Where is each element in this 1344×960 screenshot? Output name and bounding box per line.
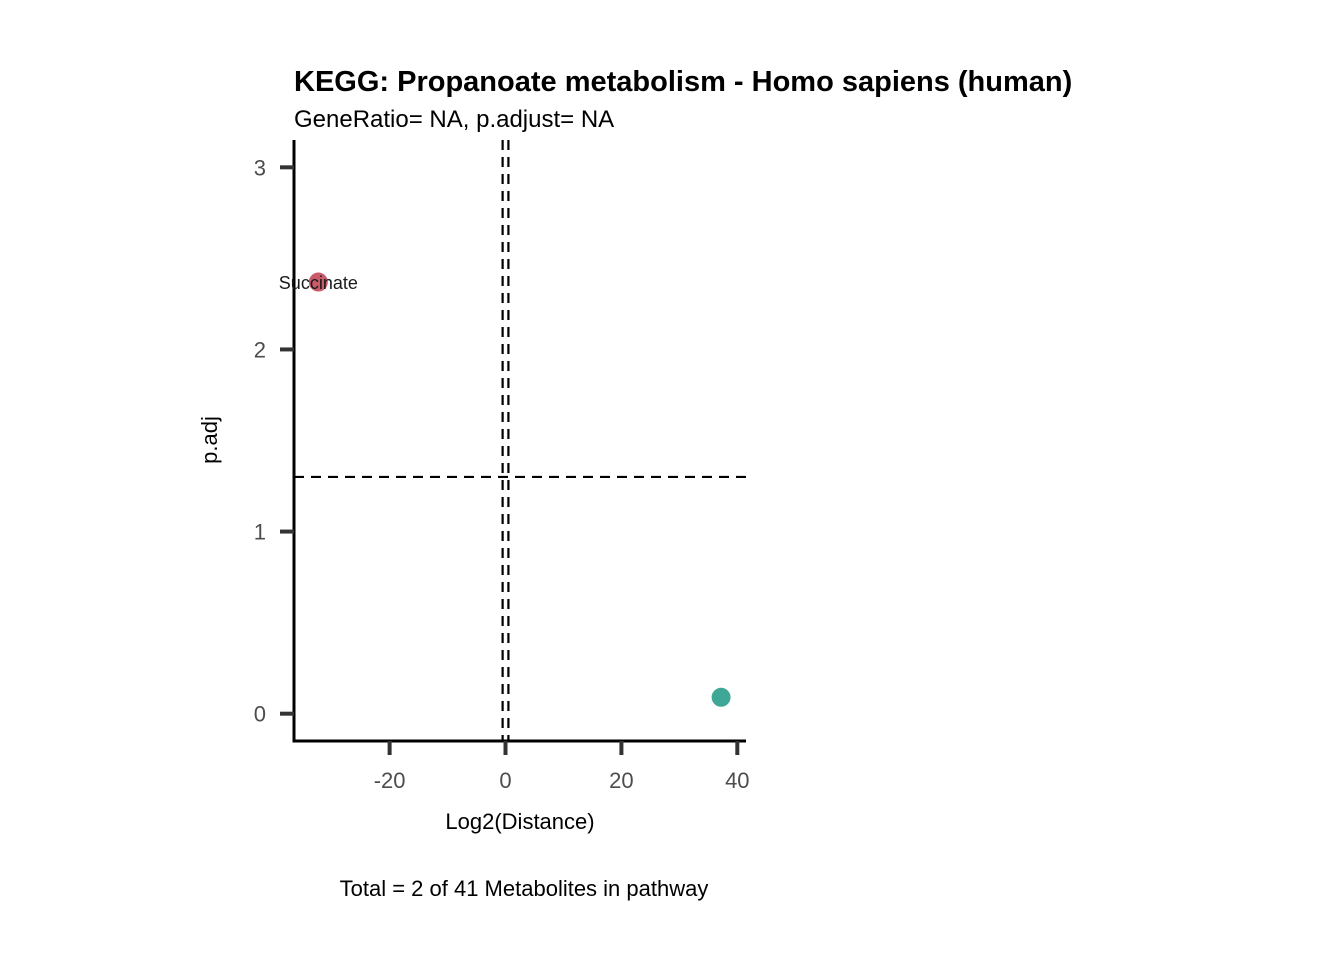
x-axis-ticks: -20 0 20 40 [374, 741, 750, 793]
reference-lines [294, 140, 746, 741]
chart-subtitle: GeneRatio= NA, p.adjust= NA [294, 106, 614, 133]
x-tick-label-2: 20 [609, 768, 633, 793]
data-point-label-0: Succinate [279, 273, 358, 293]
data-points [308, 272, 731, 707]
data-point-1 [711, 687, 731, 707]
data-point-0 [308, 272, 328, 292]
chart-title: KEGG: Propanoate metabolism - Homo sapie… [294, 66, 1072, 98]
y-tick-label-3: 3 [254, 155, 266, 180]
y-axis-title: p.adj [197, 416, 222, 464]
x-axis-title: Log2(Distance) [445, 809, 594, 834]
chart-caption: Total = 2 of 41 Metabolites in pathway [340, 876, 709, 901]
y-axis-ticks: 0 1 2 3 [254, 155, 294, 727]
y-tick-label-2: 2 [254, 337, 266, 362]
y-tick-label-1: 1 [254, 520, 266, 545]
y-tick-label-0: 0 [254, 702, 266, 727]
x-tick-label-0: -20 [374, 768, 406, 793]
axes [292, 140, 746, 743]
x-tick-label-1: 0 [499, 768, 511, 793]
x-tick-label-3: 40 [725, 768, 749, 793]
data-point-labels: Succinate [279, 273, 358, 293]
